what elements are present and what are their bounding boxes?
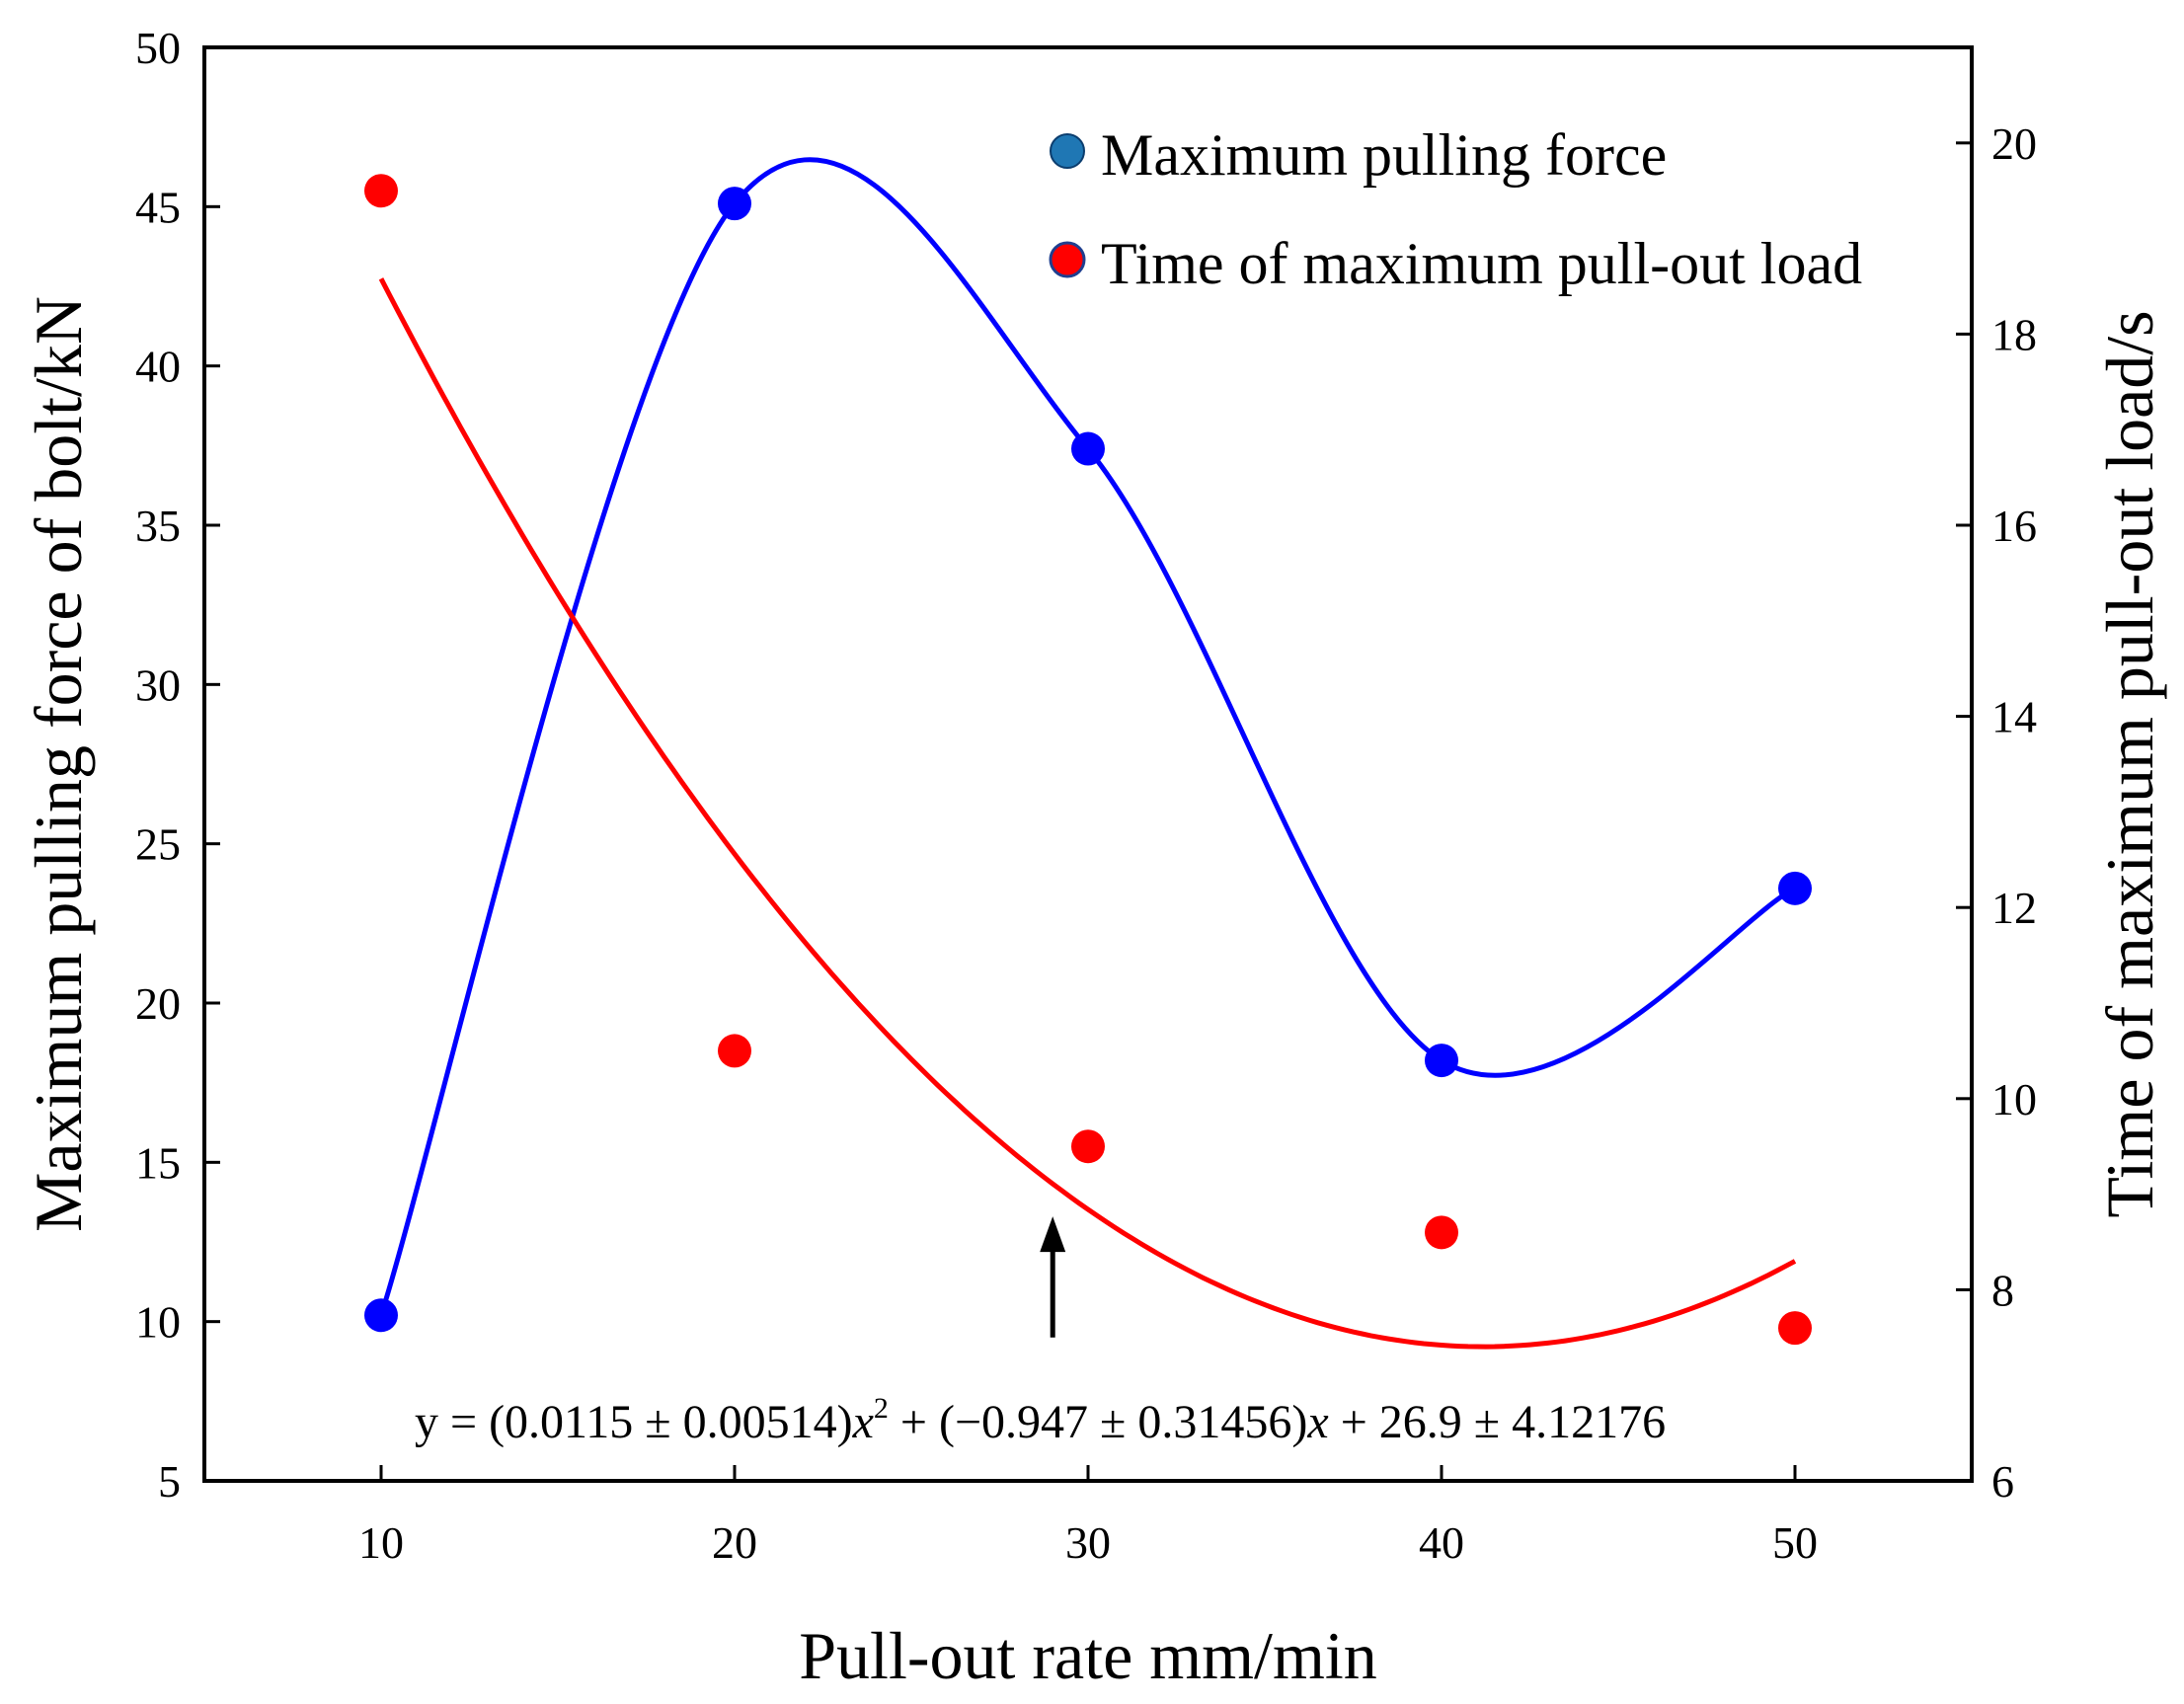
point-time [1778,1311,1812,1346]
annotation-arrow-head [1040,1216,1066,1253]
legend-label-max-force: Maximum pulling force [1101,122,1667,188]
x-axis-label: Pull-out rate mm/min [799,1618,1377,1693]
point-max-force [1071,431,1105,466]
y-left-tick-label: 30 [135,659,181,710]
x-tick-label: 10 [358,1517,404,1568]
x-tick-label: 40 [1419,1517,1464,1568]
point-max-force [364,1298,398,1333]
point-time [718,1034,751,1068]
y-left-tick-label: 20 [135,978,181,1029]
y-right-tick-label: 18 [1991,309,2037,359]
x-tick-label: 20 [712,1517,757,1568]
y-left-tick-label: 40 [135,342,181,392]
point-max-force [1425,1044,1458,1078]
legend-label-time: Time of maximum pull-out load [1101,231,1862,296]
fit-annotation: y = (0.0115 ± 0.00514)x2 + (−0.947 ± 0.3… [415,1216,1666,1448]
fit-line-max-force [378,157,1797,1316]
y-left-tick-label: 15 [135,1137,181,1188]
y-right-tick-label: 12 [1991,883,2037,933]
axis-ticks: 10 20 30 40 50 5 10 15 20 25 30 35 40 45 50 6 8 10 12 14 16 1… [135,23,2037,1568]
y-right-tick-label: 20 [1991,118,2037,169]
fit-line-time [378,277,1797,1350]
y-left-tick-label: 50 [135,23,181,73]
y-axis-right-label: Time of maximum pull-out load/s [2092,310,2167,1217]
y-right-tick-label: 8 [1991,1265,2014,1315]
y-right-tick-label: 10 [1991,1074,2037,1124]
y-axis-left-label: Maximum pulling force of bolt/kN [21,296,96,1232]
point-time [1071,1129,1105,1164]
point-max-force [1778,871,1812,905]
y-left-tick-label: 10 [135,1297,181,1348]
fit-lines [378,157,1797,1350]
y-right-tick-label: 16 [1991,501,2037,551]
x-tick-label: 30 [1065,1517,1111,1568]
data-points [364,174,1812,1346]
point-time [364,174,398,208]
point-time [1425,1215,1458,1250]
point-max-force [718,187,751,221]
legend-marker-red [1049,241,1086,278]
y-left-tick-label: 45 [135,182,181,232]
y-left-tick-label: 25 [135,819,181,870]
legend-marker-blue [1050,133,1085,169]
legend: Maximum pulling force Time of maximum pu… [1049,122,1862,296]
y-left-tick-label: 35 [135,501,181,551]
y-right-tick-label: 6 [1991,1456,2014,1507]
x-tick-label: 50 [1772,1517,1818,1568]
fit-equation: y = (0.0115 ± 0.00514)x2 + (−0.947 ± 0.3… [415,1392,1666,1448]
y-right-tick-label: 14 [1991,692,2037,742]
y-left-tick-label: 5 [158,1456,181,1507]
